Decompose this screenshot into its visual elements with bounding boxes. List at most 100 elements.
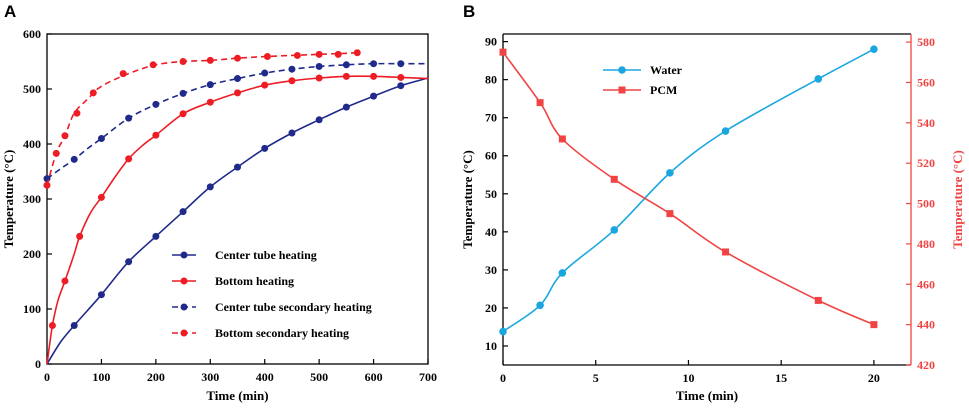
x-tick-label: 300 bbox=[201, 370, 219, 384]
y-tick-label: 400 bbox=[23, 137, 41, 151]
data-point bbox=[76, 232, 84, 240]
x-axis-label: Time (min) bbox=[676, 388, 738, 403]
data-point bbox=[48, 322, 56, 329]
data-point bbox=[179, 58, 187, 65]
y-tick-label: 0 bbox=[35, 357, 41, 371]
y-tick-label: 100 bbox=[23, 302, 41, 316]
y-axis-label-right: Temperature (°C) bbox=[950, 150, 965, 249]
data-point bbox=[370, 72, 378, 80]
y-tick-label-left: 20 bbox=[485, 301, 497, 315]
y-tick-label-left: 40 bbox=[485, 225, 497, 239]
data-point bbox=[179, 110, 187, 118]
data-point bbox=[89, 89, 97, 97]
x-axis-label: Time (min) bbox=[206, 388, 268, 403]
chart-b: 0 5 10 15 20 10 20 30 40 50 60 70 80 90 420 440 460 480 50… bbox=[460, 33, 965, 403]
data-point bbox=[499, 327, 507, 336]
legend-marker bbox=[180, 251, 188, 259]
data-point bbox=[293, 51, 301, 59]
data-point bbox=[125, 155, 133, 163]
data-point bbox=[152, 232, 160, 240]
y-tick-label-left: 70 bbox=[485, 111, 497, 125]
x-tick-label: 0 bbox=[500, 371, 506, 385]
x-tick-label: 10 bbox=[682, 371, 694, 385]
legend-label: Water bbox=[650, 63, 683, 77]
x-tick-label: 400 bbox=[256, 370, 274, 384]
series-line bbox=[46, 77, 429, 365]
data-point bbox=[261, 69, 269, 77]
data-point bbox=[73, 109, 81, 117]
y-tick-label-left: 10 bbox=[485, 339, 497, 353]
y-tick-label-right: 480 bbox=[917, 237, 935, 251]
data-point bbox=[315, 62, 323, 70]
data-point bbox=[263, 53, 271, 61]
data-point bbox=[315, 116, 323, 124]
data-point bbox=[234, 75, 241, 83]
x-tick-label: 600 bbox=[365, 370, 383, 384]
y-tick-label-left: 60 bbox=[485, 149, 497, 163]
data-point bbox=[70, 155, 78, 163]
data-point bbox=[721, 127, 730, 135]
y-tick-label-right: 540 bbox=[917, 116, 935, 130]
series-line bbox=[46, 51, 358, 186]
data-point bbox=[179, 89, 187, 97]
data-point bbox=[814, 296, 822, 304]
y-tick-label-right: 520 bbox=[917, 156, 935, 170]
data-point bbox=[234, 89, 241, 97]
x-tick-label: 700 bbox=[419, 370, 437, 384]
y-tick-label-left: 50 bbox=[485, 187, 497, 201]
x-tick-label: 0 bbox=[44, 370, 50, 384]
data-point bbox=[397, 60, 405, 68]
data-point bbox=[119, 70, 127, 78]
data-point bbox=[722, 248, 730, 256]
data-point bbox=[261, 144, 269, 152]
y-tick-label: 600 bbox=[23, 27, 41, 41]
legend-label: Center tube heating bbox=[215, 248, 317, 262]
legend-marker bbox=[180, 303, 188, 311]
legend-marker bbox=[618, 66, 626, 74]
data-point bbox=[43, 181, 51, 189]
data-point bbox=[206, 98, 214, 106]
y-tick-label-right: 580 bbox=[917, 35, 935, 49]
data-point bbox=[536, 99, 544, 107]
data-point bbox=[870, 45, 878, 54]
data-point bbox=[97, 193, 105, 201]
data-point bbox=[234, 163, 241, 171]
data-point bbox=[261, 81, 269, 89]
data-point bbox=[536, 301, 544, 310]
y-tick-label-right: 500 bbox=[917, 197, 935, 211]
data-point bbox=[558, 269, 567, 277]
data-point bbox=[499, 48, 507, 56]
x-tick-label: 15 bbox=[775, 371, 787, 385]
data-point bbox=[397, 73, 405, 81]
data-point bbox=[315, 74, 323, 82]
data-point bbox=[43, 175, 51, 183]
x-tick-label: 100 bbox=[92, 370, 110, 384]
legend-marker bbox=[618, 86, 626, 94]
data-point bbox=[666, 210, 674, 218]
data-point bbox=[97, 291, 105, 299]
x-tick-label: 20 bbox=[868, 371, 880, 385]
data-point bbox=[70, 322, 78, 329]
data-point bbox=[206, 81, 214, 89]
y-tick-label-right: 440 bbox=[917, 318, 935, 332]
y-tick-label-left: 90 bbox=[485, 35, 497, 49]
legend-label: Center tube secondary heating bbox=[215, 300, 372, 314]
data-point bbox=[288, 129, 296, 137]
data-point bbox=[97, 135, 105, 142]
y-tick-label-left: 80 bbox=[485, 73, 497, 87]
data-point bbox=[610, 175, 618, 183]
data-point bbox=[288, 77, 296, 85]
x-tick-label: 200 bbox=[147, 370, 165, 384]
y-tick-label: 500 bbox=[23, 82, 41, 96]
data-point bbox=[666, 169, 674, 177]
data-point bbox=[125, 114, 133, 122]
y-tick-label-left: 30 bbox=[485, 263, 497, 277]
legend-label: PCM bbox=[650, 83, 677, 97]
data-point bbox=[179, 208, 187, 216]
data-point bbox=[152, 100, 160, 108]
panel-label-b: B bbox=[463, 2, 475, 21]
data-point bbox=[353, 49, 361, 57]
y-tick-label: 300 bbox=[23, 192, 41, 206]
data-point bbox=[315, 50, 323, 58]
legend-label: Bottom secondary heating bbox=[215, 326, 349, 340]
